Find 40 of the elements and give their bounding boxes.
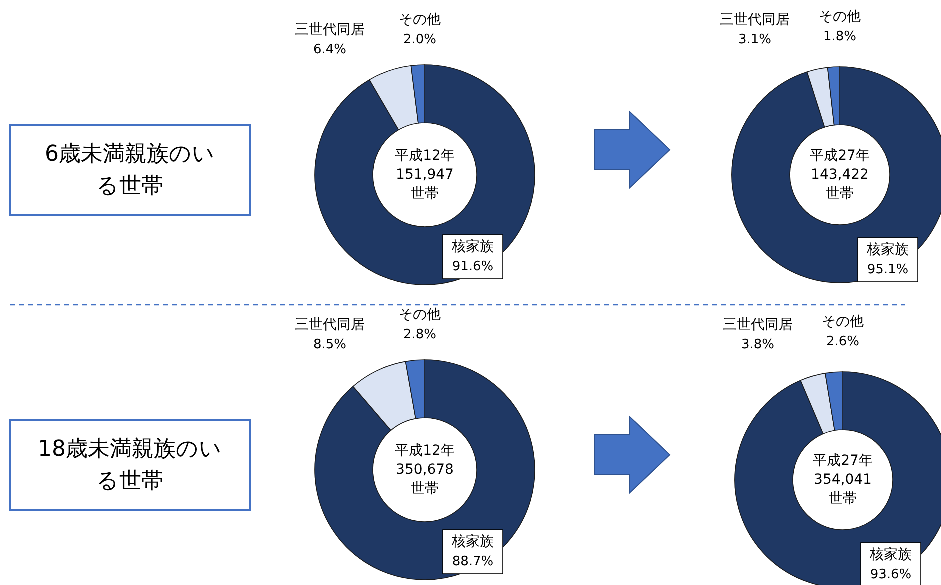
data-label: 1.8%: [823, 30, 857, 45]
data-label: 6.4%: [313, 42, 347, 58]
slice-label: 三世代同居: [723, 316, 793, 333]
slice-label: 核家族: [451, 238, 494, 255]
text: 151,947: [396, 166, 454, 183]
text: 143,422: [811, 166, 869, 183]
data-label: 88.7%: [452, 554, 494, 570]
data-label: 3.8%: [741, 338, 775, 353]
slice-label: 三世代同居: [720, 12, 790, 28]
slice-label: 核家族: [869, 546, 912, 563]
text: 世帯: [829, 490, 857, 507]
text: 平成12年: [395, 148, 455, 164]
text: 世帯: [826, 186, 854, 202]
slice-label: その他: [822, 314, 864, 330]
text: 平成27年: [810, 148, 870, 164]
data-label: 91.6%: [452, 260, 494, 275]
text: 平成12年: [395, 442, 455, 459]
donut-slice: [314, 64, 536, 286]
text: 世帯: [411, 186, 439, 202]
data-label: 2.6%: [826, 334, 860, 350]
text: 350,678: [396, 462, 454, 478]
data-label: 3.1%: [738, 32, 772, 48]
text: 世帯: [411, 480, 439, 497]
slice-label: 核家族: [866, 242, 909, 258]
text: 354,041: [814, 472, 872, 488]
donut-slice: [314, 360, 536, 580]
text: 18歳未満親族のいる世帯: [38, 437, 222, 494]
slice-label: 核家族: [451, 534, 494, 550]
text: 6歳未満親族のいる世帯: [45, 142, 215, 200]
slice-label: 三世代同居: [295, 316, 365, 333]
data-label: 93.6%: [870, 568, 912, 583]
data-label: 2.0%: [403, 32, 437, 48]
slice-label: その他: [399, 12, 441, 28]
data-label: 2.8%: [403, 328, 437, 343]
slice-label: 三世代同居: [295, 22, 365, 38]
slice-label: その他: [819, 8, 861, 25]
slice-label: その他: [399, 306, 441, 323]
data-label: 8.5%: [313, 338, 347, 353]
text: 平成27年: [813, 452, 873, 469]
data-label: 95.1%: [867, 262, 909, 278]
